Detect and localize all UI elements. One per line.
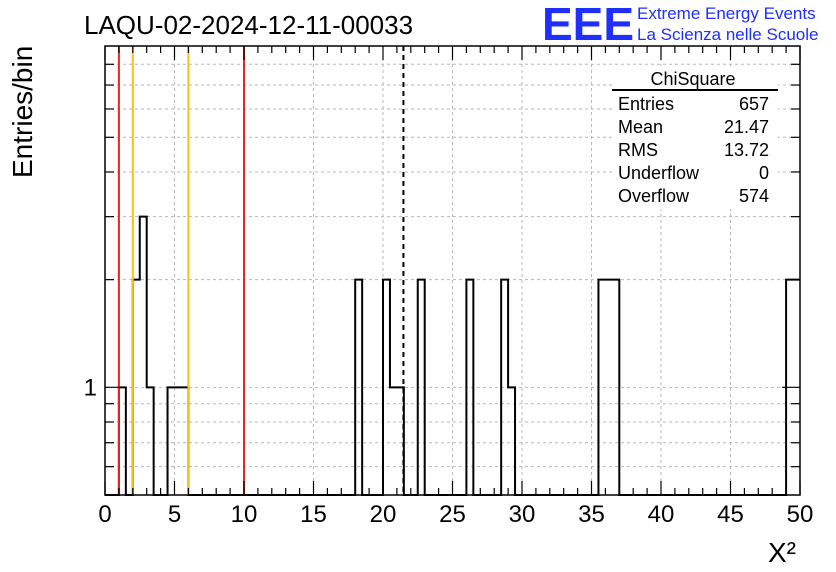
logo-mark: EEE — [542, 0, 634, 50]
x-tick-labels: 0 5 10 15 20 25 30 35 40 45 50 — [98, 501, 813, 528]
stats-label: Entries — [618, 94, 674, 114]
x-tick-label: 20 — [370, 501, 397, 528]
stats-value: 657 — [739, 94, 769, 114]
stats-value: 13.72 — [724, 140, 769, 160]
stats-title: ChiSquare — [650, 69, 735, 89]
x-tick-label: 30 — [509, 501, 536, 528]
eee-logo: EEE Extreme Energy Events La Scienza nel… — [542, 0, 818, 50]
x-tick-label: 40 — [648, 501, 675, 528]
y-tick-label: 1 — [84, 374, 97, 401]
stats-label: Mean — [618, 117, 663, 137]
logo-line2: La Scienza nelle Scuole — [637, 25, 818, 44]
y-axis-label: Entries/bin — [7, 46, 38, 178]
x-tick-label: 5 — [168, 501, 181, 528]
y-tick-labels: 1 — [84, 374, 97, 401]
x-tick-label: 15 — [300, 501, 327, 528]
axes-frame — [104, 45, 801, 496]
histogram-bin — [140, 217, 147, 495]
x-tick-label: 50 — [787, 501, 814, 528]
grid-lines — [105, 46, 800, 495]
x-axis-label: X² — [768, 537, 796, 568]
stats-label: Overflow — [618, 186, 690, 206]
marker-lines — [117, 46, 405, 495]
x-tick-label: 10 — [231, 501, 258, 528]
stats-value: 0 — [759, 163, 769, 183]
stats-label: Underflow — [618, 163, 700, 183]
stats-value: 21.47 — [724, 117, 769, 137]
x-tick-label: 45 — [717, 501, 744, 528]
chart-title: LAQU-02-2024-12-11-00033 — [84, 10, 413, 40]
x-tick-label: 35 — [578, 501, 605, 528]
stats-label: RMS — [618, 140, 658, 160]
x-tick-label: 25 — [439, 501, 466, 528]
logo-line1: Extreme Energy Events — [637, 4, 816, 23]
stats-box: ChiSquare Entries 657 Mean 21.47 RMS 13.72 Und… — [612, 66, 778, 209]
x-tick-label: 0 — [98, 501, 111, 528]
stats-rows: Entries 657 Mean 21.47 RMS 13.72 Underflow 0 Ove… — [618, 94, 769, 206]
stats-value: 574 — [739, 186, 769, 206]
